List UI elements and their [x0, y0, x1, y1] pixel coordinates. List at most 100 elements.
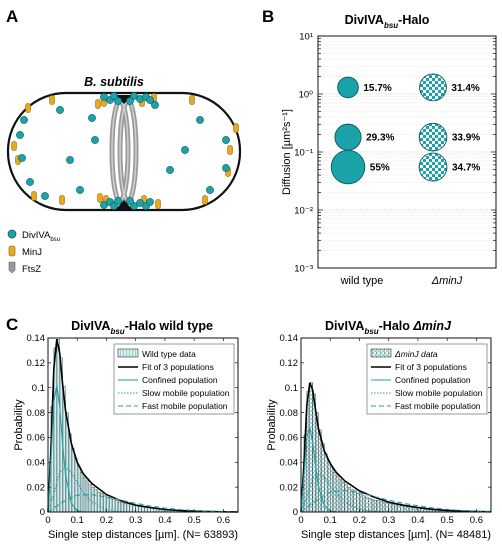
histogram-bar [77, 465, 81, 513]
diviva-protein [166, 166, 174, 174]
histogram-bar [350, 489, 354, 513]
histogram-bar [332, 472, 337, 513]
legend-label: Fit of 3 populations [395, 362, 467, 372]
histogram-bar [411, 507, 416, 513]
legend-label: Confined population [142, 375, 218, 385]
y-tick-label: 0.08 [280, 408, 299, 419]
histogram-bar [373, 499, 378, 513]
diviva-protein [206, 186, 214, 194]
y-tick-label: 0.08 [27, 408, 46, 419]
x-tick-label: 0.1 [71, 515, 84, 526]
x-tick-label: 0.5 [441, 515, 454, 526]
minj-protein [155, 199, 161, 209]
diviva-protein [66, 156, 74, 164]
histogram-bar [88, 484, 93, 513]
y-tick-label: 0.12 [27, 358, 46, 369]
c2-title-sub: bsu [364, 327, 378, 336]
x-tick-label: 0.4 [158, 515, 171, 526]
svg-text:DivIVAbsu: DivIVAbsu [22, 230, 60, 243]
y-tick-label: 10⁻² [294, 206, 313, 217]
histogram-bar [379, 501, 384, 513]
cell-title: B. subtilis [84, 75, 144, 89]
x-tick-label: 0.3 [382, 515, 395, 526]
histogram-bar [417, 508, 422, 513]
histogram-bar [365, 496, 369, 513]
diviva-protein [16, 131, 24, 139]
histogram-bar [400, 505, 404, 513]
diviva-proteins [16, 92, 230, 210]
histogram-bar [394, 504, 398, 513]
x-axis-label: Single step distances [µm]. (N= 63893) [48, 529, 238, 541]
y-tick-label: 10⁻¹ [294, 148, 313, 159]
svg-text:DivIVAbsu-Halo ΔminJ: DivIVAbsu-Halo ΔminJ [325, 319, 452, 336]
fit-curve [300, 472, 389, 513]
plot-frame [47, 337, 239, 513]
histogram-bar [97, 491, 101, 513]
histogram-bar [408, 506, 413, 513]
histogram-bar [126, 503, 131, 513]
legend-label: ΔminJ data [394, 349, 438, 359]
fit-curve [300, 427, 345, 513]
x-tick-label: 0 [45, 515, 50, 526]
legend-swatch-data [117, 348, 139, 358]
histogram-bar [403, 505, 407, 513]
x-tick-label: 0.4 [411, 515, 424, 526]
diviva-protein [222, 164, 230, 172]
histogram-bar [141, 506, 145, 513]
y-tick-label: 0.1 [285, 383, 298, 394]
legend-label: Fit of 3 populations [142, 362, 214, 372]
diviva-protein [222, 136, 230, 144]
histogram-bar [324, 453, 328, 513]
x-tick-label: 0.2 [353, 515, 366, 526]
legend-label: Slow mobile population [395, 388, 483, 398]
minj-protein [227, 145, 233, 155]
plot-frame [317, 35, 497, 269]
diviva-protein [151, 101, 159, 109]
panel-b-letter: B [262, 7, 274, 26]
histogram-bar [309, 382, 313, 513]
diviva-protein [114, 97, 122, 105]
histogram-bar [56, 339, 60, 513]
minj-protein [189, 95, 195, 105]
fit-curve [47, 466, 136, 513]
diffusion-point [330, 149, 366, 185]
histogram-bar [327, 460, 331, 513]
b-title-rest: -Halo [398, 13, 430, 27]
diffusion-point [334, 123, 362, 151]
minj-protein [49, 95, 55, 105]
legend-label: Fast mobile population [395, 401, 481, 411]
y-tick-label: 10¹ [299, 32, 313, 43]
cell-outline [6, 91, 242, 212]
histogram-bar [71, 448, 75, 513]
minj-protein [31, 191, 37, 201]
c1-title-rest: -Halo wild type [125, 319, 213, 333]
legend-swatch-data [370, 348, 392, 358]
y-tick-label: 0.04 [280, 457, 299, 468]
histogram-bar [406, 506, 410, 513]
histogram-bar [147, 507, 151, 513]
septum-top [116, 95, 132, 104]
minj-protein [202, 195, 208, 205]
diviva-protein [41, 192, 49, 200]
diviva-protein [20, 116, 28, 124]
svg-text:DivIVAbsu-Halo wild type: DivIVAbsu-Halo wild type [71, 319, 213, 336]
histogram-bar [414, 507, 419, 513]
b-title-sub: bsu [384, 21, 398, 30]
histogram-bar [94, 489, 98, 513]
diviva-legend-icon [7, 229, 17, 239]
panel-c-letter: C [6, 315, 18, 334]
histogram-bar [353, 490, 357, 513]
plot-frame [300, 337, 492, 513]
legend-diviva-label: DivIVA [22, 230, 51, 241]
diviva-protein [56, 106, 64, 114]
panel-a-legend: DivIVAbsu MinJ FtsZ [7, 229, 60, 275]
fraction-label: 34.7% [452, 163, 480, 174]
minj-legend-icon [8, 245, 16, 257]
histogram-bar [150, 508, 154, 513]
diviva-protein [196, 116, 204, 124]
histogram-bar [420, 508, 424, 513]
minj-protein [25, 103, 31, 113]
y-tick-label: 0.1 [32, 383, 45, 394]
histogram-bar [123, 503, 128, 513]
svg-text:DivIVAbsu-Halo: DivIVAbsu-Halo [345, 13, 430, 30]
